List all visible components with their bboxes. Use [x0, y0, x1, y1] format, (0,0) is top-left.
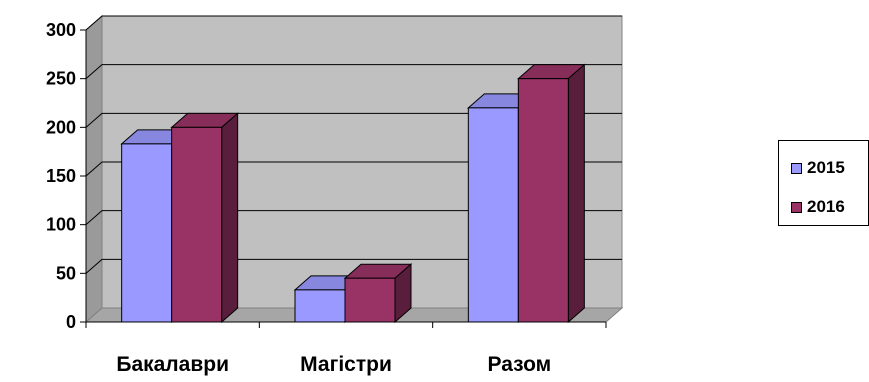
legend: 2015 2016 [778, 140, 869, 226]
gridline [85, 64, 622, 80]
bar-front [121, 143, 173, 323]
legend-label-2016: 2016 [807, 197, 845, 216]
gridline [85, 161, 622, 177]
legend-swatch-2015 [791, 162, 802, 174]
y-tick-label: 0 [66, 312, 76, 332]
bar-front [294, 289, 346, 323]
bar-side [567, 63, 585, 324]
y-tick-label: 300 [46, 20, 76, 40]
legend-swatch-2016 [791, 201, 802, 213]
gridline [85, 15, 622, 31]
bar [517, 63, 586, 324]
bar-front [344, 277, 396, 323]
legend-item-2016: 2016 [791, 197, 845, 217]
y-tick-label: 200 [46, 117, 76, 137]
gridline [85, 258, 622, 274]
bar-front [171, 126, 223, 323]
gridlines [85, 15, 622, 274]
x-tick-label: Магістри [300, 353, 392, 376]
x-tick-label: Бакалаври [116, 353, 229, 376]
gridline [85, 210, 622, 226]
x-tick-label: Разом [487, 353, 551, 376]
y-tick-label: 150 [46, 166, 76, 186]
legend-item-2015: 2015 [791, 158, 845, 178]
legend-label-2015: 2015 [807, 158, 845, 177]
gridline [85, 112, 622, 128]
y-tick-label: 250 [46, 69, 76, 89]
y-axis: 0 50 100 150 200 250 300 [46, 20, 87, 332]
bars [120, 63, 586, 324]
y-tick-label: 100 [46, 215, 76, 235]
bar-front [517, 78, 569, 323]
bar-side [221, 112, 239, 324]
y-tick-label: 50 [56, 263, 76, 283]
x-axis: Бакалаври Магістри Разом [85, 321, 607, 376]
bar [343, 263, 413, 324]
bar-front [467, 107, 519, 323]
bar [170, 112, 239, 324]
